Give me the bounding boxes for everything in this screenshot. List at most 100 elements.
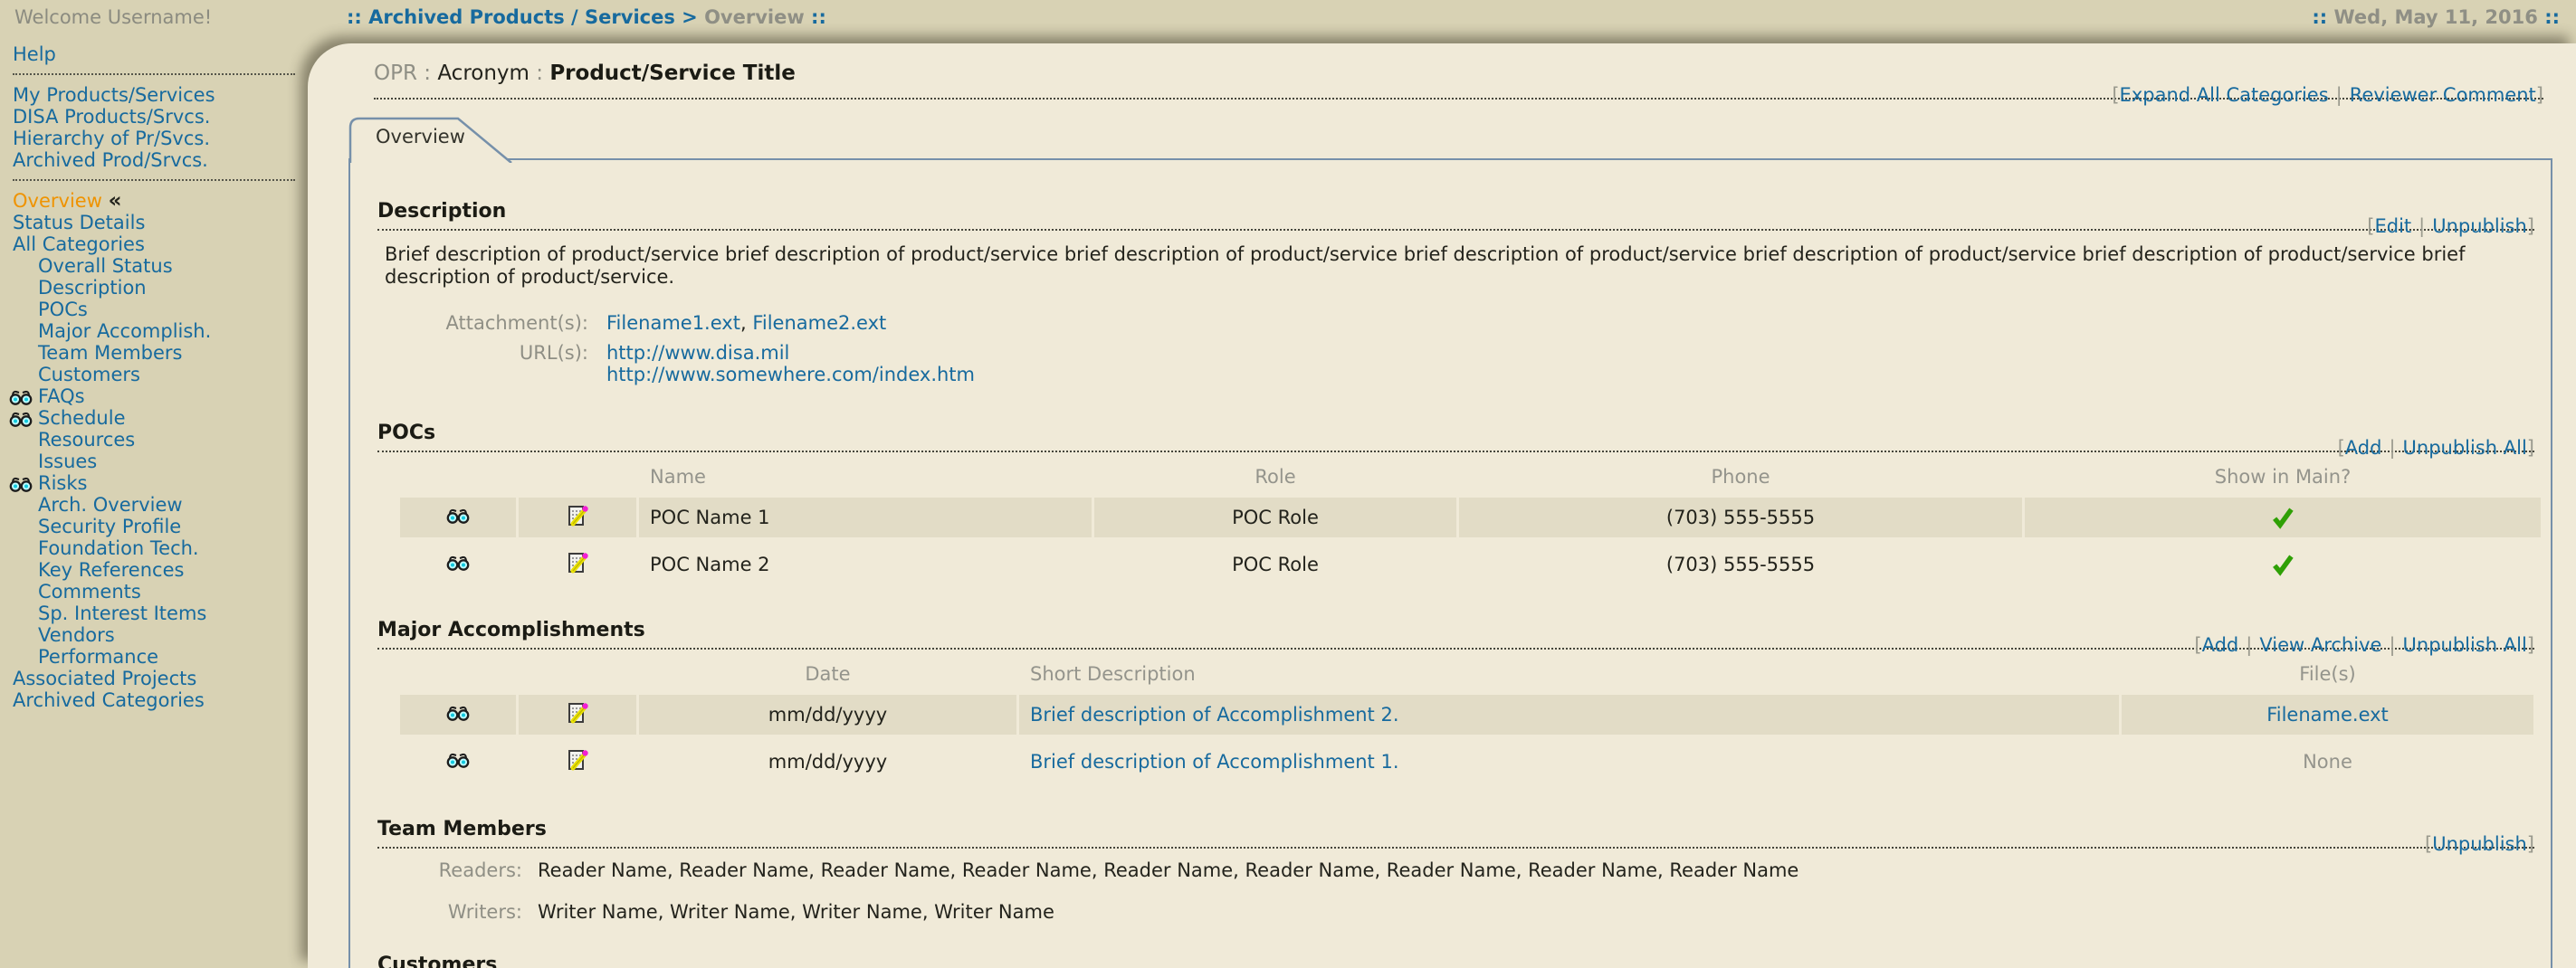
writers-list: Writer Name, Writer Name, Writer Name, W…: [538, 901, 1054, 923]
readers-list: Reader Name, Reader Name, Reader Name, R…: [538, 859, 1799, 881]
sidebar-item-arch-overview[interactable]: Arch. Overview: [38, 494, 183, 516]
description-edit-link[interactable]: Edit: [2374, 215, 2412, 237]
customers-section-header: Customers [Add|Unpublish All]: [377, 954, 2534, 968]
accomplishments-unpublish-all-link[interactable]: Unpublish All: [2402, 634, 2527, 656]
edit-icon: [568, 505, 588, 526]
sidebar-item-description[interactable]: Description: [38, 277, 147, 299]
sidebar-item-archived-categories[interactable]: Archived Categories: [13, 689, 205, 711]
accomplishments-col-files: File(s): [2299, 663, 2356, 685]
poc-name: POC Name 2: [650, 554, 770, 575]
sidebar-item-foundation-tech[interactable]: Foundation Tech.: [38, 537, 199, 559]
sidebar-item-vendors[interactable]: Vendors: [38, 624, 115, 646]
attachments-row: Attachment(s): Filename1.ext, Filename2.e…: [385, 312, 2529, 334]
pocs-unpublish-all-link[interactable]: Unpublish All: [2402, 437, 2527, 459]
description-text: Brief description of product/service bri…: [385, 243, 2466, 288]
header-actions: [Expand All Categories | Reviewer Comment]: [2112, 84, 2543, 106]
expand-all-categories-link[interactable]: Expand All Categories: [2119, 84, 2329, 106]
tab-overview[interactable]: Overview: [348, 116, 513, 163]
accomplishment-view-button[interactable]: [400, 742, 516, 782]
overview-tab-panel: Description [Edit | Unpublish] Brief descr…: [348, 158, 2552, 968]
sidebar-item-overview[interactable]: Overview «: [13, 189, 122, 213]
attachment-link-1[interactable]: Filename1.ext: [606, 312, 740, 334]
pocs-tbody: POC Name 1 POC Role (703) 555-5555 POC Name…: [400, 498, 2541, 584]
accomplishment-description-link[interactable]: Brief description of Accomplishment 1.: [1030, 751, 1399, 773]
sidebar-item-risks[interactable]: Risks: [0, 472, 308, 494]
binoculars-icon: [9, 412, 33, 427]
sidebar-item-schedule[interactable]: Schedule: [0, 407, 308, 429]
accomplishments-table: Date Short Description File(s) mm/dd/yyy…: [397, 653, 2536, 789]
description-heading: Description: [377, 200, 507, 223]
pocs-add-link[interactable]: Add: [2344, 437, 2382, 459]
readers-row: Readers: Reader Name, Reader Name, Reader…: [385, 859, 2529, 881]
sidebar-item-performance[interactable]: Performance: [38, 646, 159, 668]
customers-heading: Customers: [377, 954, 498, 968]
sidebar-item-security-profile[interactable]: Security Profile: [38, 516, 182, 537]
sidebar-item-customers[interactable]: Customers: [38, 364, 140, 385]
accomplishment-file-link[interactable]: Filename.ext: [2266, 704, 2389, 726]
reviewer-comment-link[interactable]: Reviewer Comment: [2349, 84, 2536, 106]
sidebar-item-pocs[interactable]: POCs: [38, 299, 88, 320]
description-unpublish-link[interactable]: Unpublish: [2432, 215, 2527, 237]
writers-row: Writers: Writer Name, Writer Name, Writer…: [385, 901, 2529, 923]
attachments-label: Attachment(s):: [445, 312, 588, 334]
sidebar-item-key-references[interactable]: Key References: [38, 559, 185, 581]
main-panel: OPR : Acronym : Product/Service Title [E…: [308, 43, 2576, 968]
url-link-1[interactable]: http://www.disa.mil: [606, 342, 790, 364]
sidebar-item-sp-interest-items[interactable]: Sp. Interest Items: [38, 603, 207, 624]
sidebar-item-status-details[interactable]: Status Details: [13, 212, 146, 233]
sidebar-main-nav: Overview «Status Details All Categories Ov…: [0, 190, 308, 711]
pocs-col-name: Name: [650, 466, 706, 488]
sidebar-item-help[interactable]: Help: [13, 43, 56, 65]
sidebar-item-all-categories[interactable]: All Categories: [13, 233, 145, 255]
sidebar-separator: [13, 179, 295, 181]
sidebar-item-associated-projects[interactable]: Associated Projects: [13, 668, 197, 689]
opr-label: OPR: [374, 62, 417, 85]
poc-row: POC Name 2 POC Role (703) 555-5555: [400, 545, 2541, 584]
sidebar-item-comments[interactable]: Comments: [38, 581, 141, 603]
sidebar-item-archived-prod-srvcs[interactable]: Archived Prod/Srvcs.: [13, 149, 208, 171]
breadcrumb-separator: >: [682, 6, 698, 28]
poc-view-button[interactable]: [400, 498, 516, 537]
accomplishment-edit-button[interactable]: [519, 695, 636, 735]
breadcrumb-prefix: ::: [347, 6, 362, 28]
sidebar-item-disa-products-srvcs[interactable]: DISA Products/Srvcs.: [13, 106, 211, 128]
accomplishments-view-archive-link[interactable]: View Archive: [2259, 634, 2382, 656]
tab-container: Overview Description [Edit | Unpublish] Br…: [348, 116, 2552, 968]
breadcrumb-link-archived-products[interactable]: Archived Products / Services: [368, 6, 675, 28]
pocs-col-phone: Phone: [1711, 466, 1770, 488]
accomplishment-date: mm/dd/yyyy: [768, 751, 888, 773]
accomplishment-row: mm/dd/yyyy Brief description of Accomplis…: [400, 742, 2533, 782]
tab-overview-label: Overview: [376, 126, 465, 147]
sidebar-item-faqs[interactable]: FAQs: [0, 385, 308, 407]
accomplishment-description: Brief description of Accomplishment 2.: [1019, 695, 2119, 735]
sidebar-item-my-products-services[interactable]: My Products/Services: [13, 84, 215, 106]
welcome-message: Welcome Username!: [14, 6, 213, 28]
team-unpublish-link[interactable]: Unpublish: [2432, 833, 2527, 855]
sidebar-item-resources[interactable]: Resources: [38, 429, 136, 451]
sidebar-item-issues[interactable]: Issues: [38, 451, 98, 472]
poc-edit-button[interactable]: [519, 545, 636, 584]
url-link-2[interactable]: http://www.somewhere.com/index.htm: [606, 364, 975, 385]
sidebar-separator: [13, 73, 295, 75]
sidebar-item-major-accomplish[interactable]: Major Accomplish.: [38, 320, 212, 342]
accomplishments-heading: Major Accomplishments: [377, 619, 645, 641]
team-members-section: Team Members [Unpublish] Readers: Reader …: [350, 818, 2551, 923]
accomplishment-description: Brief description of Accomplishment 1.: [1019, 742, 2119, 782]
sidebar-item-team-members[interactable]: Team Members: [38, 342, 183, 364]
poc-edit-button[interactable]: [519, 498, 636, 537]
sidebar-item-overall-status[interactable]: Overall Status: [38, 255, 173, 277]
poc-view-button[interactable]: [400, 545, 516, 584]
poc-show-in-main: [2025, 545, 2541, 584]
accomplishment-edit-button[interactable]: [519, 742, 636, 782]
accomplishment-view-button[interactable]: [400, 695, 516, 735]
sidebar-item-hierarchy-of-pr-svcs[interactable]: Hierarchy of Pr/Svcs.: [13, 128, 211, 149]
current-date: :: Wed, May 11, 2016 ::: [2312, 6, 2560, 28]
binoculars-icon: [9, 390, 33, 405]
date-text: Wed, May 11, 2016: [2333, 6, 2538, 28]
edit-icon: [568, 749, 588, 770]
poc-role: POC Role: [1232, 554, 1319, 575]
accomplishments-add-link[interactable]: Add: [2201, 634, 2239, 656]
accomplishments-header-row: Date Short Description File(s): [400, 660, 2533, 688]
accomplishment-description-link[interactable]: Brief description of Accomplishment 2.: [1030, 704, 1399, 726]
attachment-link-2[interactable]: Filename2.ext: [752, 312, 887, 334]
